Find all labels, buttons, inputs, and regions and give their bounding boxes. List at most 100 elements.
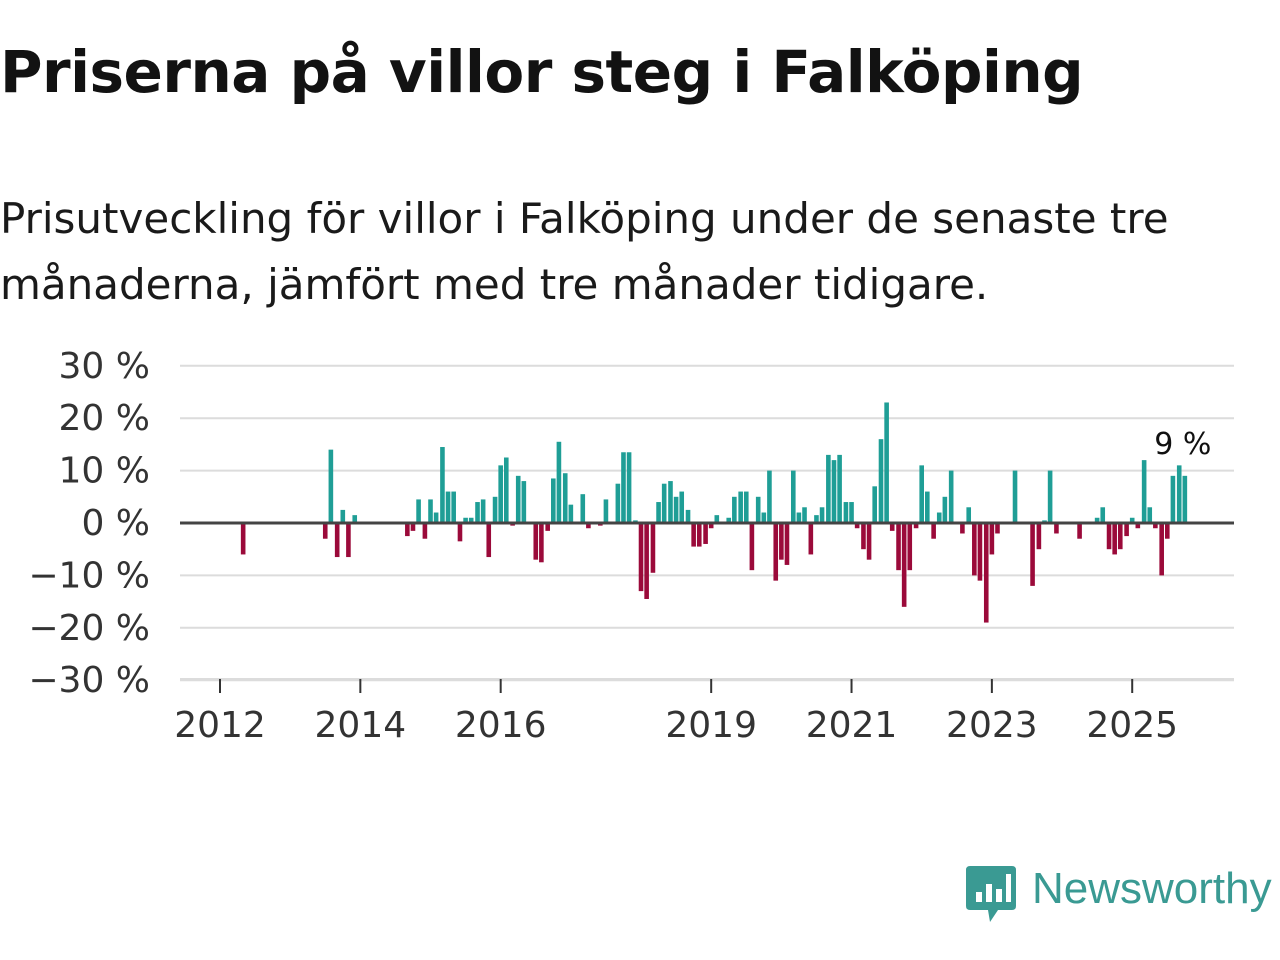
bar: [1147, 507, 1153, 523]
bar: [913, 523, 919, 529]
bar: [854, 523, 860, 529]
x-axis: 2012 2014 2016 2019 2021 2023 2025: [174, 678, 1234, 746]
bar: [416, 499, 421, 523]
bar: [767, 470, 772, 523]
bar: [1129, 517, 1135, 523]
bar: [703, 523, 708, 544]
bar: [819, 507, 825, 523]
bar: [907, 523, 913, 571]
bar: [1094, 517, 1100, 523]
bar: [849, 502, 854, 523]
bar: [960, 523, 965, 534]
bar: [656, 502, 661, 523]
bar: [545, 523, 550, 531]
bar: [422, 523, 428, 539]
bar: [515, 475, 521, 523]
bar: [755, 496, 761, 523]
bar: [346, 523, 351, 558]
bar: [866, 523, 872, 560]
bar: [896, 523, 901, 571]
bar: [989, 523, 995, 555]
bar: [580, 494, 586, 523]
bar: [1100, 507, 1106, 523]
bar: [451, 491, 456, 523]
bar: [661, 483, 667, 523]
bar: [586, 523, 591, 529]
bar: [743, 491, 749, 523]
newsworthy-logo-icon: [966, 866, 1016, 922]
bar: [1170, 475, 1176, 523]
x-tick-label: 2019: [665, 705, 757, 746]
bar: [691, 523, 696, 547]
bar: [802, 507, 807, 523]
bar: [726, 517, 732, 523]
bar: [936, 512, 942, 523]
bar: [428, 499, 433, 523]
bar: [1117, 523, 1123, 550]
bar: [498, 465, 503, 523]
x-tick-label: 2023: [946, 705, 1038, 746]
bar-chart: 30 %20 %10 %0 %−10 %−20 %−30 % 2012 2014 2…: [28, 346, 1234, 746]
bar: [1077, 523, 1082, 539]
bar: [679, 491, 685, 523]
bar: [948, 470, 954, 523]
bar: [328, 449, 334, 523]
bar: [966, 507, 972, 523]
bar: [901, 523, 907, 607]
bar: [931, 523, 936, 539]
bar: [340, 509, 346, 523]
bar: [784, 523, 790, 565]
bar: [638, 523, 644, 592]
bar: [808, 523, 814, 555]
bar: [405, 523, 410, 537]
bar: [533, 523, 539, 560]
bar: [942, 496, 948, 523]
bar: [615, 483, 621, 523]
bar: [539, 523, 544, 563]
bar: [1036, 523, 1042, 550]
y-tick-label: 30 %: [59, 346, 150, 387]
bar: [708, 523, 714, 529]
bar: [673, 496, 679, 523]
bar: [732, 496, 737, 523]
bar: [884, 402, 889, 523]
x-tick-label: 2014: [315, 705, 407, 746]
bar: [738, 491, 743, 523]
bar: [696, 523, 702, 547]
bar: [831, 460, 837, 523]
x-tick-label: 2016: [455, 705, 547, 746]
bar: [468, 517, 474, 523]
gridlines: [180, 364, 1234, 682]
y-tick-label: 0 %: [81, 503, 150, 544]
y-tick-label: −10 %: [28, 555, 150, 596]
bar: [445, 491, 451, 523]
bar: [475, 502, 480, 523]
bar: [463, 517, 468, 523]
chart-title: Priserna på villor steg i Falköping: [0, 38, 1084, 106]
bar: [1176, 465, 1182, 523]
bar: [714, 515, 720, 523]
bar-series: [240, 402, 1188, 623]
bar: [240, 523, 246, 555]
bar: [861, 523, 866, 550]
bar: [837, 454, 842, 523]
bar: [977, 523, 983, 581]
bar: [983, 523, 989, 623]
chart-subtitle: Prisutveckling för villor i Falköping un…: [0, 194, 1169, 309]
bar: [1124, 523, 1129, 537]
bar: [352, 515, 358, 523]
bar: [480, 499, 486, 523]
bar: [410, 523, 416, 531]
bar: [1106, 523, 1112, 550]
bar: [486, 523, 492, 558]
bar: [796, 512, 802, 523]
bar: [889, 523, 895, 531]
y-tick-label: 20 %: [59, 398, 150, 439]
bar: [322, 523, 328, 539]
y-tick-label: −20 %: [28, 608, 150, 649]
bar: [433, 512, 439, 523]
bar: [779, 523, 784, 560]
bar: [790, 470, 796, 523]
bar: [919, 465, 924, 523]
bar: [521, 481, 527, 523]
